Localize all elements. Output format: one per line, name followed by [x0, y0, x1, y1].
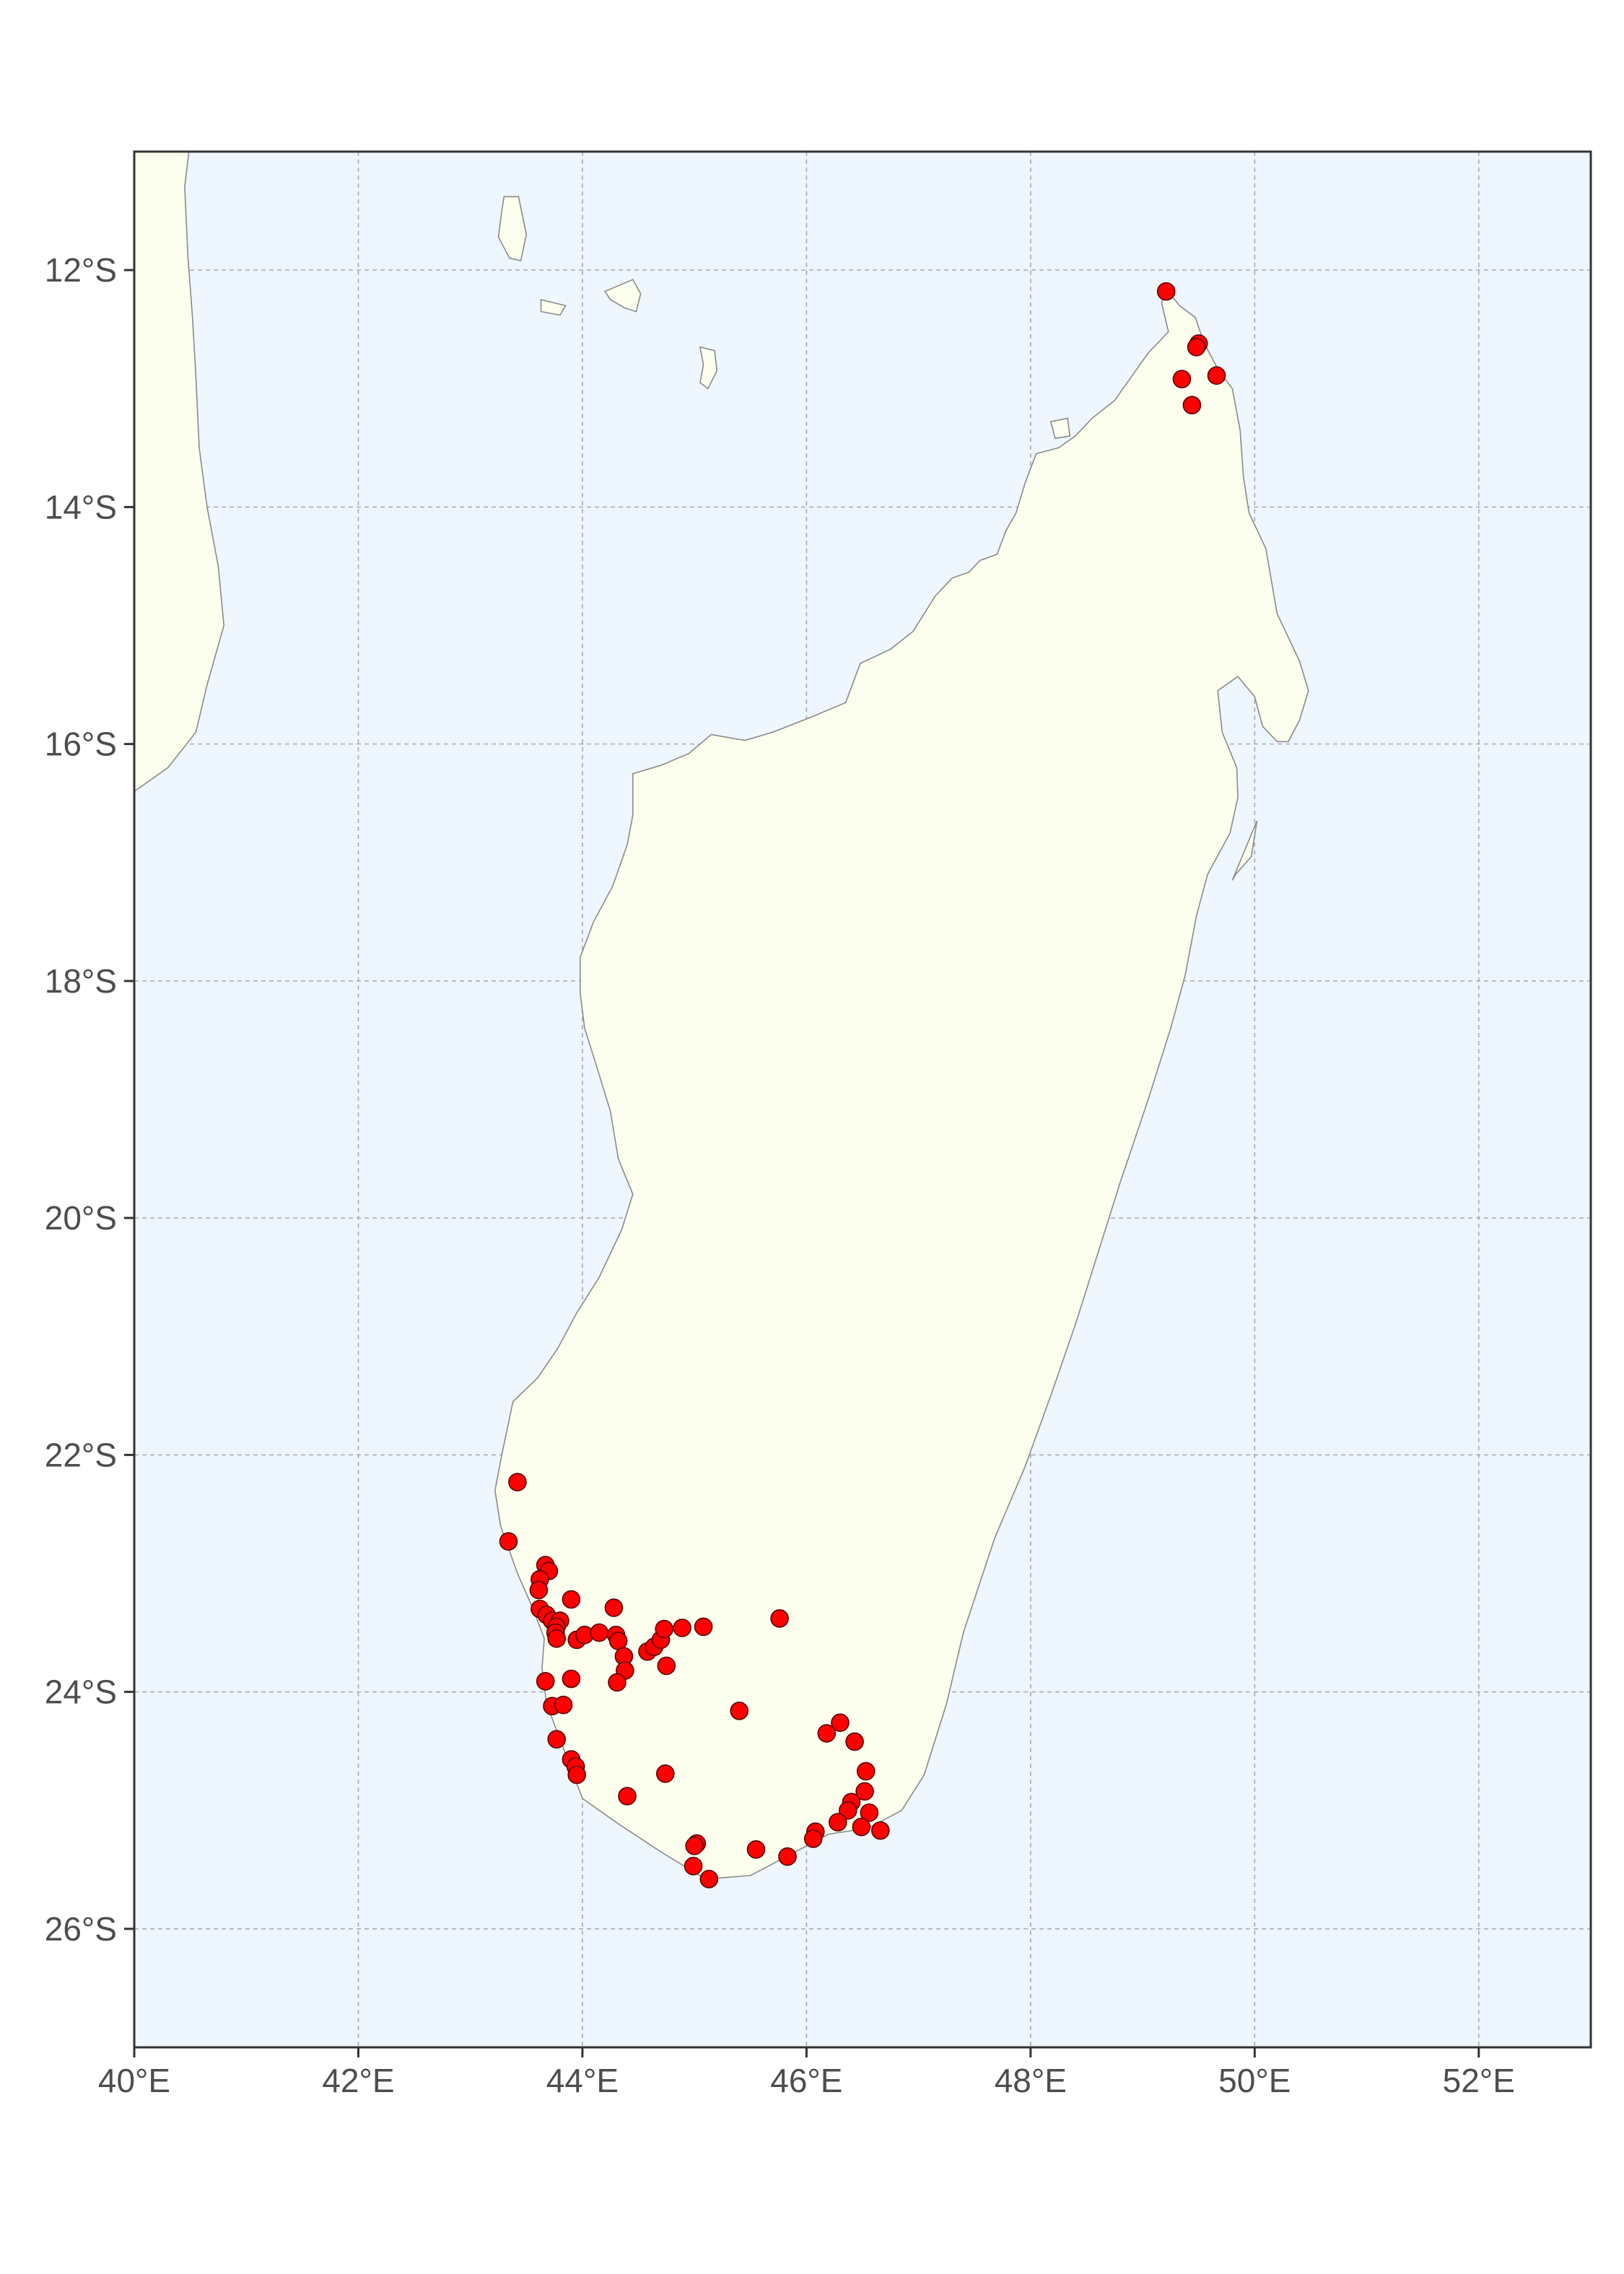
y-tick-label: 18°S	[45, 962, 117, 1000]
landmass-nosy-be	[1049, 417, 1071, 440]
occurrence-point	[778, 1847, 797, 1866]
x-tick-label: 44°E	[546, 2062, 619, 2099]
occurrence-point	[803, 1829, 823, 1848]
x-tick-label: 40°E	[98, 2062, 170, 2099]
occurrence-point	[529, 1580, 549, 1600]
y-tick-label: 22°S	[45, 1436, 117, 1473]
occurrence-point	[1182, 396, 1202, 415]
occurrence-point	[554, 1695, 573, 1715]
occurrence-point	[855, 1782, 874, 1801]
occurrence-point	[547, 1629, 567, 1648]
y-tick-label: 16°S	[45, 726, 117, 763]
panel-border	[133, 150, 1592, 2049]
occurrence-point	[1207, 366, 1226, 385]
occurrence-point	[839, 1801, 857, 1820]
occurrence-point	[655, 1764, 675, 1783]
occurrence-point	[685, 1837, 704, 1855]
occurrence-points	[499, 282, 1226, 1889]
occurrence-point	[608, 1673, 627, 1692]
y-tick-label: 20°S	[45, 1199, 117, 1237]
occurrence-point	[604, 1598, 624, 1617]
land-layer	[134, 152, 1309, 1880]
occurrence-point	[831, 1713, 850, 1733]
landmass-grande-comore	[497, 196, 528, 261]
landmass-anjouan	[603, 279, 642, 313]
occurrence-point	[618, 1787, 637, 1805]
occurrence-point	[1156, 282, 1176, 301]
occurrence-point	[860, 1803, 879, 1822]
occurrence-point	[684, 1857, 703, 1876]
y-tick-label: 14°S	[45, 488, 117, 526]
occurrence-point	[730, 1702, 748, 1720]
occurrence-point	[699, 1870, 719, 1889]
occurrence-point	[1172, 370, 1192, 388]
x-tick-label: 46°E	[770, 2062, 842, 2099]
y-tick-label: 26°S	[45, 1910, 117, 1948]
occurrence-point	[673, 1619, 691, 1637]
occurrence-point	[562, 1669, 581, 1689]
occurrence-point	[508, 1473, 527, 1491]
axes: 40°E 42°E 44°E 46°E 48°E 50°E 52°E 12°S 14°S 16°S…	[45, 251, 1515, 2099]
occurrence-point	[694, 1617, 713, 1637]
occurrence-point	[608, 1632, 628, 1650]
occurrence-point	[770, 1609, 789, 1628]
occurrence-point	[817, 1724, 837, 1743]
landmass-africa	[134, 152, 225, 793]
occurrence-point	[655, 1619, 674, 1639]
occurrence-point	[657, 1656, 676, 1676]
x-tick-label: 50°E	[1218, 2062, 1291, 2099]
occurrence-point	[1187, 337, 1206, 357]
landmass-mayotte	[699, 346, 718, 390]
x-tick-label: 52°E	[1443, 2062, 1515, 2099]
occurrence-point	[536, 1672, 555, 1691]
landmass-madagascar	[494, 287, 1309, 1880]
landmass-moheli	[540, 299, 567, 316]
occurrence-point	[845, 1732, 864, 1751]
occurrence-point	[547, 1730, 567, 1749]
x-tick-label: 42°E	[322, 2062, 394, 2099]
landmass-nosy-boraha	[1231, 820, 1258, 881]
occurrence-point	[499, 1532, 518, 1551]
occurrence-point	[852, 1817, 871, 1837]
occurrence-point	[746, 1840, 766, 1859]
occurrence-point	[871, 1821, 890, 1840]
x-tick-label: 48°E	[995, 2062, 1067, 2099]
occurrence-point	[567, 1765, 587, 1785]
occurrence-point	[829, 1813, 847, 1831]
occurrence-point	[590, 1623, 609, 1642]
occurrence-point	[562, 1590, 581, 1609]
y-tick-label: 12°S	[45, 251, 117, 289]
y-tick-label: 24°S	[45, 1673, 117, 1711]
occurrence-point	[856, 1761, 876, 1781]
